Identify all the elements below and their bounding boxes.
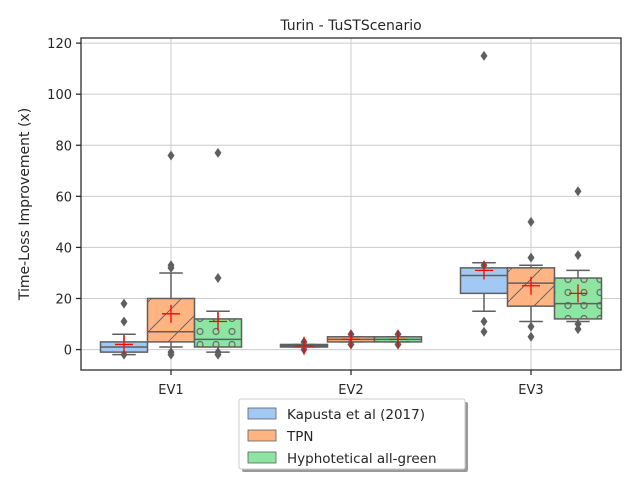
outlier-point — [214, 147, 222, 158]
outlier-point — [527, 321, 535, 332]
outlier-point — [167, 262, 175, 273]
y-axis-label: Time-Loss Improvement (x) — [17, 108, 33, 301]
outlier-point — [167, 150, 175, 161]
outlier-point — [120, 298, 128, 309]
chart-title: Turin - TuSTScenario — [279, 18, 421, 34]
outlier-point — [527, 331, 535, 342]
legend-label: Kapusta et al (2017) — [287, 407, 425, 423]
x-tick-label: EV1 — [158, 383, 183, 398]
box-EV3 — [553, 186, 603, 335]
box-EV2 — [279, 336, 329, 355]
outlier-point — [214, 273, 222, 284]
outlier-point — [214, 349, 222, 360]
y-tick-label: 100 — [47, 88, 72, 103]
box-EV3 — [459, 50, 509, 337]
legend-label: TPN — [286, 429, 314, 445]
outlier-point — [167, 349, 175, 360]
box-EV2 — [373, 329, 423, 350]
series-2 — [193, 147, 603, 360]
series-1 — [146, 150, 556, 360]
ticks: 0 20 40 60 80 100 120 EV1 EV2 EV3 — [47, 37, 544, 398]
box-EV1 — [193, 147, 243, 360]
series-0 — [99, 50, 509, 360]
outlier-point — [480, 316, 488, 327]
outlier-point — [120, 316, 128, 327]
outlier-point — [574, 186, 582, 197]
legend-label: Hyphotetical all-green — [287, 451, 437, 467]
legend-swatch — [247, 429, 277, 442]
y-tick-label: 0 — [64, 344, 72, 359]
y-tick-label: 60 — [55, 190, 72, 205]
box-EV1 — [146, 150, 196, 360]
legend-box — [238, 398, 466, 470]
y-tick-label: 20 — [55, 292, 72, 307]
outlier-point — [574, 250, 582, 261]
x-tick-label: EV2 — [338, 383, 363, 398]
legend-swatch — [247, 407, 277, 420]
box-EV2 — [326, 329, 376, 350]
outlier-point — [527, 252, 535, 263]
y-tick-label: 40 — [55, 241, 72, 256]
y-tick-label: 80 — [55, 139, 72, 154]
y-tick-label: 120 — [47, 37, 72, 52]
box-outline — [553, 277, 603, 320]
outlier-point — [574, 324, 582, 335]
outlier-point — [480, 326, 488, 337]
outlier-point — [480, 50, 488, 61]
series-layer — [99, 50, 603, 360]
box-EV3 — [506, 216, 556, 342]
legend: Kapusta et al (2017) TPN Hyphotetical all-… — [238, 398, 468, 472]
x-tick-label: EV3 — [518, 383, 543, 398]
outlier-point — [574, 319, 582, 330]
box-EV1 — [99, 298, 149, 360]
legend-swatch — [247, 451, 277, 464]
outlier-point — [120, 349, 128, 360]
outlier-point — [527, 216, 535, 227]
